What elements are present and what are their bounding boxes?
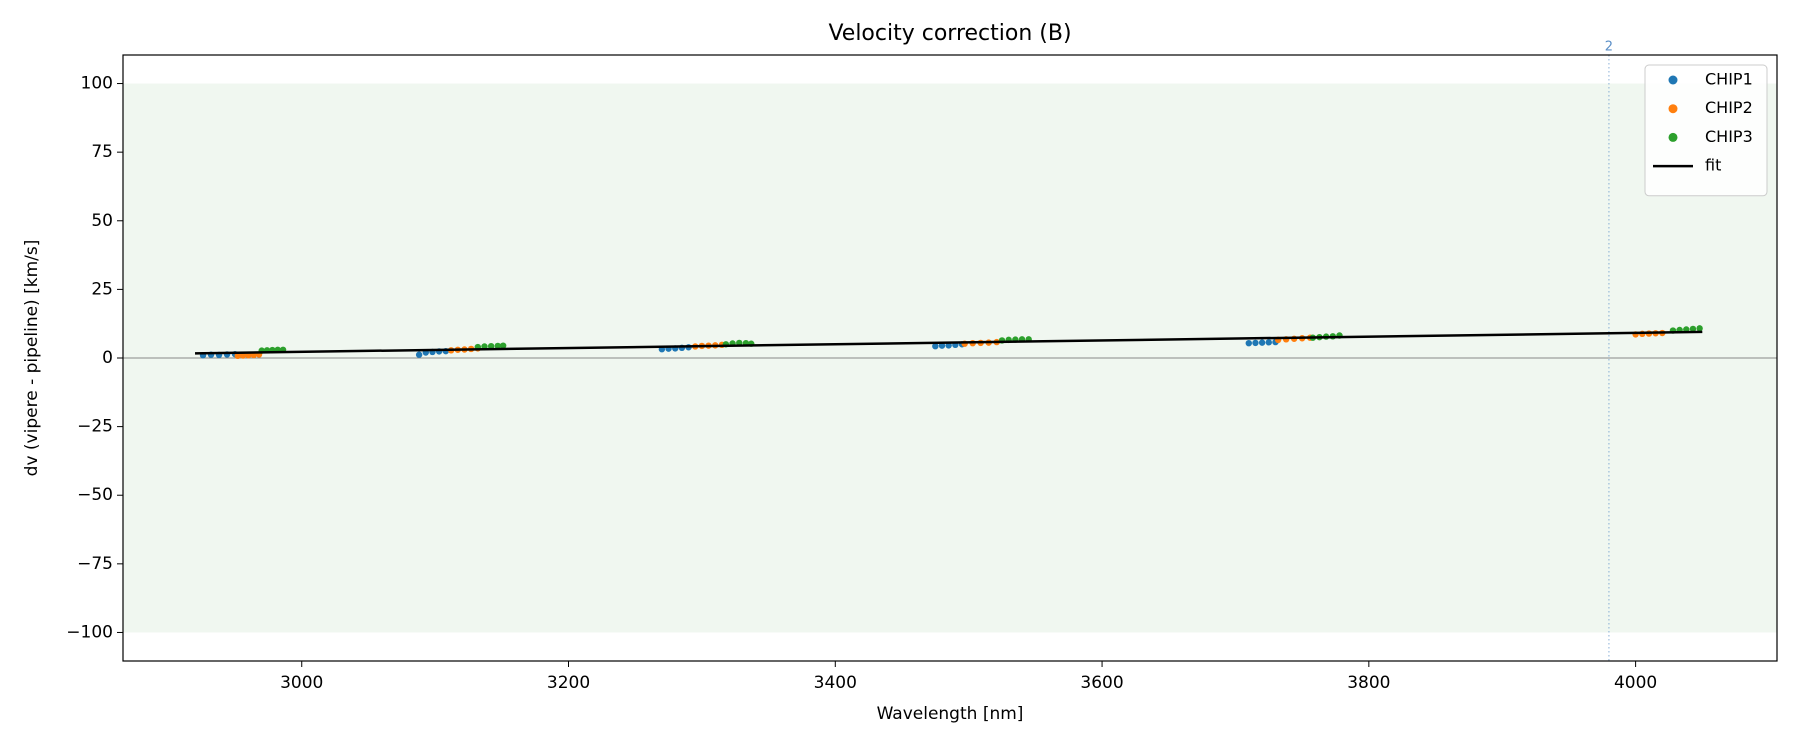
legend-box <box>1644 64 1768 197</box>
y-tick-label: −50 <box>77 485 113 505</box>
legend-swatch <box>1668 75 1678 85</box>
x-tick-label: 3600 <box>1080 673 1123 693</box>
y-tick-label: −100 <box>66 622 113 642</box>
plot-frame <box>122 54 1778 662</box>
data-point <box>487 342 495 350</box>
legend-label: CHIP3 <box>1705 127 1753 146</box>
y-tick-label: 25 <box>91 279 113 299</box>
data-point <box>499 342 507 349</box>
data-point <box>1252 339 1259 347</box>
data-point <box>1258 339 1266 346</box>
legend-label: CHIP2 <box>1705 98 1753 117</box>
y-tick-label: 0 <box>102 348 113 368</box>
fit-line <box>195 330 1703 355</box>
legend: CHIP1 CHIP2 CHIP3 fit <box>1644 64 1768 197</box>
reference-label: 2 <box>1605 40 1613 55</box>
legend-swatch <box>1668 132 1678 142</box>
chart-title: Velocity correction (B) <box>828 21 1071 46</box>
y-tick-label: 100 <box>81 74 113 94</box>
data-point <box>239 352 247 359</box>
y-tick-label: 75 <box>91 142 113 162</box>
x-axis-label: Wavelength [nm] <box>877 704 1024 724</box>
x-tick-label: 4000 <box>1614 673 1657 693</box>
legend-label: CHIP1 <box>1705 70 1753 89</box>
y-tick-label: −75 <box>77 554 113 574</box>
data-point <box>234 352 241 360</box>
legend-swatch <box>1668 104 1678 114</box>
legend-label: fit <box>1705 156 1721 175</box>
data-point <box>938 342 946 349</box>
data-point <box>1245 339 1252 347</box>
data-point <box>494 342 502 350</box>
x-tick-label: 3200 <box>547 673 590 693</box>
y-tick-label: 50 <box>91 211 113 231</box>
data-point <box>415 351 423 358</box>
data-point <box>932 342 939 350</box>
data-point <box>1689 325 1697 333</box>
y-tick-label: −25 <box>77 417 113 437</box>
data-point <box>1696 325 1703 332</box>
y-axis-label: dv (vipere - pipeline) [km/s] <box>22 240 42 477</box>
x-tick-label: 3000 <box>280 673 323 693</box>
data-point <box>1265 339 1272 346</box>
x-tick-label: 3400 <box>814 673 857 693</box>
x-tick-label: 3800 <box>1347 673 1390 693</box>
